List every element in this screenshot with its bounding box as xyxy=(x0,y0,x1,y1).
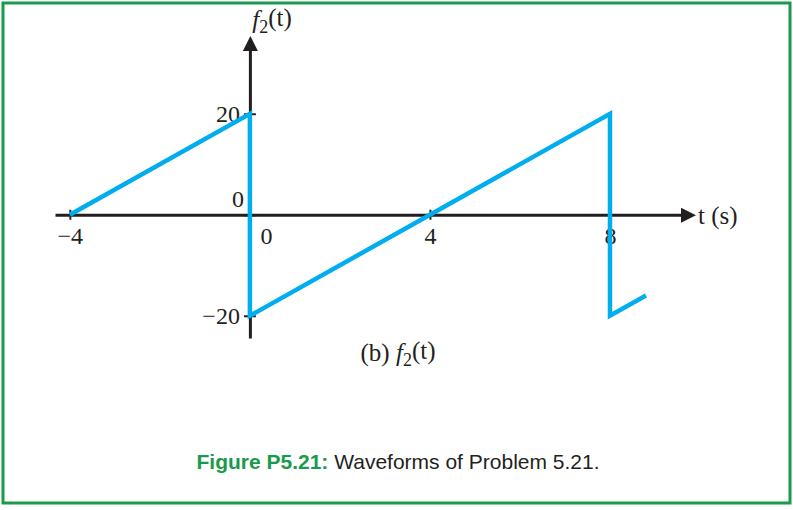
waveform xyxy=(70,114,646,316)
frame xyxy=(3,3,790,503)
figure: −4048−20020f2(t)t (s)(b) f2(t)Figure P5.… xyxy=(0,0,793,510)
subtitle: (b) f2(t) xyxy=(361,337,436,371)
plot-area xyxy=(70,114,646,316)
y-tick-label: −20 xyxy=(202,303,240,329)
y-axis-label: f2(t) xyxy=(252,4,292,38)
y-tick-label: 0 xyxy=(232,186,244,212)
x-axis-label: t (s) xyxy=(698,202,738,230)
x-tick-label: 0 xyxy=(260,223,272,249)
x-tick-label: −4 xyxy=(58,223,84,249)
y-tick: 0 xyxy=(232,186,256,215)
x-tick-label: 4 xyxy=(424,223,436,249)
x-axis: −4048 xyxy=(56,210,692,249)
title: Figure P5.21: Waveforms of Problem 5.21. xyxy=(196,450,599,473)
x-axis-line xyxy=(56,214,692,217)
